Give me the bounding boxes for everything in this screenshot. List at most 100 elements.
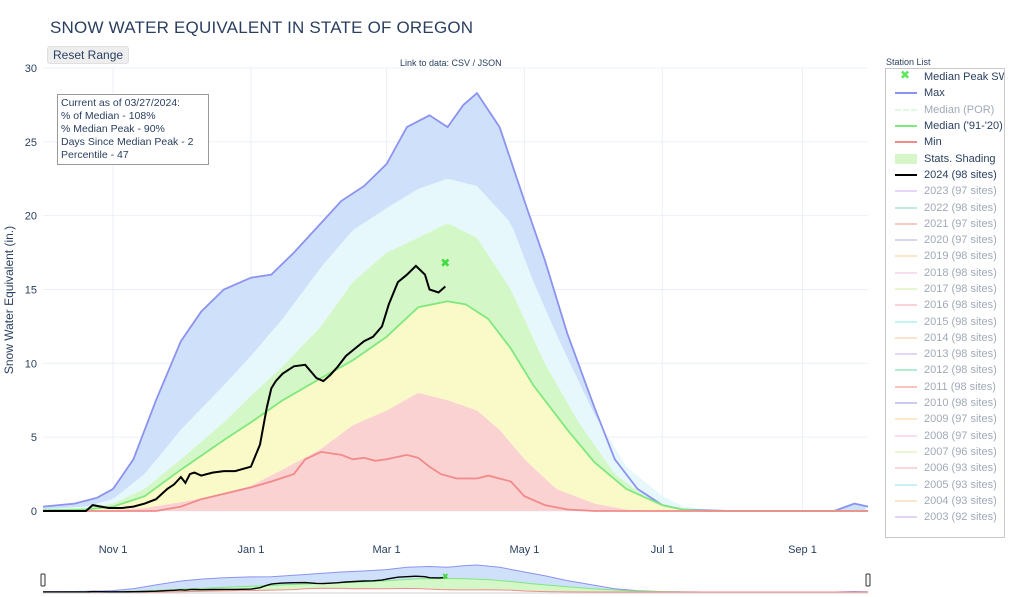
legend-swatch (895, 251, 917, 261)
legend-item[interactable]: 2016 (98 sites) (886, 297, 1004, 313)
legend-item[interactable]: 2010 (98 sites) (886, 395, 1004, 411)
legend-swatch (895, 480, 917, 490)
legend-item[interactable]: Stats. Shading (886, 150, 1004, 166)
legend-label: 2009 (97 sites) (924, 413, 997, 426)
stats-line-percentile: Percentile - 47 (61, 149, 129, 161)
legend-item[interactable]: 2006 (93 sites) (886, 460, 1004, 476)
legend-label: 2016 (98 sites) (924, 299, 997, 312)
legend-label: 2024 (98 sites) (924, 168, 997, 181)
legend-label: 2004 (93 sites) (924, 494, 997, 507)
y-axis-label: Snow Water Equivalent (in.) (2, 226, 16, 374)
link-separator: / (470, 58, 478, 68)
legend-item[interactable]: 2022 (98 sites) (886, 199, 1004, 215)
legend-swatch (895, 333, 917, 343)
x-tick-label: Mar 1 (372, 544, 400, 556)
range-handle-right[interactable] (865, 573, 871, 587)
current-year-line (43, 264, 446, 512)
legend-item[interactable]: 2007 (96 sites) (886, 444, 1004, 460)
legend-item[interactable]: 2023 (97 sites) (886, 183, 1004, 199)
legend-item[interactable]: ✖ Median Peak SWE (886, 69, 1004, 85)
x-axis-ticks: Nov 1 Jan 1 Mar 1 May 1 Jul 1 Sep 1 (99, 544, 817, 556)
legend-label: Max (924, 87, 945, 100)
stats-line-pct-median: % of Median - 108% (61, 110, 156, 122)
legend-label: 2021 (97 sites) (924, 217, 997, 230)
legend-item[interactable]: 2013 (98 sites) (886, 346, 1004, 362)
marker-icon: ✖ (900, 68, 911, 83)
mini-median-peak-marker: ✖ (442, 572, 449, 581)
legend-label: 2006 (93 sites) (924, 462, 997, 475)
legend-item[interactable]: 2015 (98 sites) (886, 313, 1004, 329)
legend-swatch (895, 512, 917, 522)
legend-swatch (895, 414, 917, 424)
legend-label: 2018 (98 sites) (924, 266, 997, 279)
legend-swatch (895, 398, 917, 408)
legend-label: 2023 (97 sites) (924, 185, 997, 198)
x-tick-label: Jan 1 (237, 544, 264, 556)
legend-item[interactable]: 2020 (97 sites) (886, 232, 1004, 248)
legend-label: 2017 (98 sites) (924, 283, 997, 295)
legend-item[interactable]: 2008 (97 sites) (886, 428, 1004, 444)
legend-label: 2011 (98 sites) (924, 380, 996, 393)
station-legend[interactable]: ✖ Median Peak SWE Max Median (POR) Median ('… (885, 68, 1005, 538)
legend-item[interactable]: Median (POR) (886, 102, 1004, 118)
legend-item[interactable]: 2017 (98 sites) (886, 281, 1004, 297)
legend-swatch (895, 235, 917, 245)
legend-item[interactable]: 2012 (98 sites) (886, 362, 1004, 378)
legend-swatch (895, 349, 917, 359)
min-line (43, 450, 868, 512)
legend-item[interactable]: Min (886, 134, 1004, 150)
legend-swatch (895, 170, 917, 180)
data-link-prefix: Link to data: (400, 58, 452, 68)
legend-swatch (895, 137, 917, 147)
stat-bands (43, 93, 866, 512)
x-tick-label: Nov 1 (99, 544, 128, 556)
chart-lines: ✖ (42, 91, 869, 512)
legend-swatch (895, 317, 917, 327)
legend-item[interactable]: 2024 (98 sites) (886, 167, 1004, 183)
band-p30-p10 (43, 378, 866, 511)
range-handle-left[interactable] (40, 573, 46, 587)
legend-item[interactable]: 2004 (93 sites) (886, 493, 1004, 509)
legend-item[interactable]: Max (886, 85, 1004, 101)
legend-swatch (895, 153, 917, 164)
legend-item[interactable]: 2003 (92 sites) (886, 509, 1004, 525)
median-peak-marker: ✖ (440, 256, 450, 270)
legend-label: 2008 (97 sites) (924, 429, 997, 442)
station-list-title: Station List (886, 57, 931, 67)
y-tick-label: 10 (25, 358, 37, 370)
legend-swatch (895, 447, 917, 457)
legend-item[interactable]: 2018 (98 sites) (886, 265, 1004, 281)
json-link[interactable]: JSON (477, 58, 502, 68)
legend-swatch: ✖ (895, 69, 917, 82)
csv-link[interactable]: CSV (451, 58, 471, 68)
legend-item[interactable]: Median ('91-'20) (886, 118, 1004, 134)
legend-swatch (895, 382, 917, 392)
legend-item[interactable]: 2005 (93 sites) (886, 476, 1004, 492)
y-tick-label: 5 (31, 432, 37, 444)
legend-item[interactable]: 2019 (98 sites) (886, 248, 1004, 264)
band-max-p90 (43, 93, 866, 511)
legend-item[interactable]: 2014 (98 sites) (886, 330, 1004, 346)
y-tick-label: 25 (25, 137, 37, 149)
stats-line-pct-median-peak: % Median Peak - 90% (61, 123, 165, 135)
band-p10-min (43, 392, 866, 511)
legend-label: 2022 (98 sites) (924, 201, 997, 214)
legend-label: 2014 (98 sites) (924, 331, 997, 344)
legend-item[interactable]: 2011 (98 sites) (886, 379, 1004, 395)
y-tick-label: 20 (25, 211, 37, 223)
stats-line-days-since-peak: Days Since Median Peak - 2 (61, 136, 194, 148)
y-tick-label: 30 (25, 63, 37, 75)
legend-label: 2019 (98 sites) (924, 250, 997, 263)
median-line (42, 300, 868, 512)
legend-swatch (895, 463, 917, 473)
y-tick-label: 15 (25, 285, 37, 297)
band-median-p30 (43, 301, 866, 511)
legend-label: 2007 (96 sites) (924, 445, 997, 458)
legend-item[interactable]: 2021 (97 sites) (886, 216, 1004, 232)
legend-item[interactable]: 2009 (97 sites) (886, 411, 1004, 427)
reset-range-button[interactable]: Reset Range (47, 46, 130, 64)
legend-label: 2015 (98 sites) (924, 315, 997, 328)
legend-swatch (895, 186, 917, 196)
legend-label: 2020 (97 sites) (924, 234, 997, 247)
